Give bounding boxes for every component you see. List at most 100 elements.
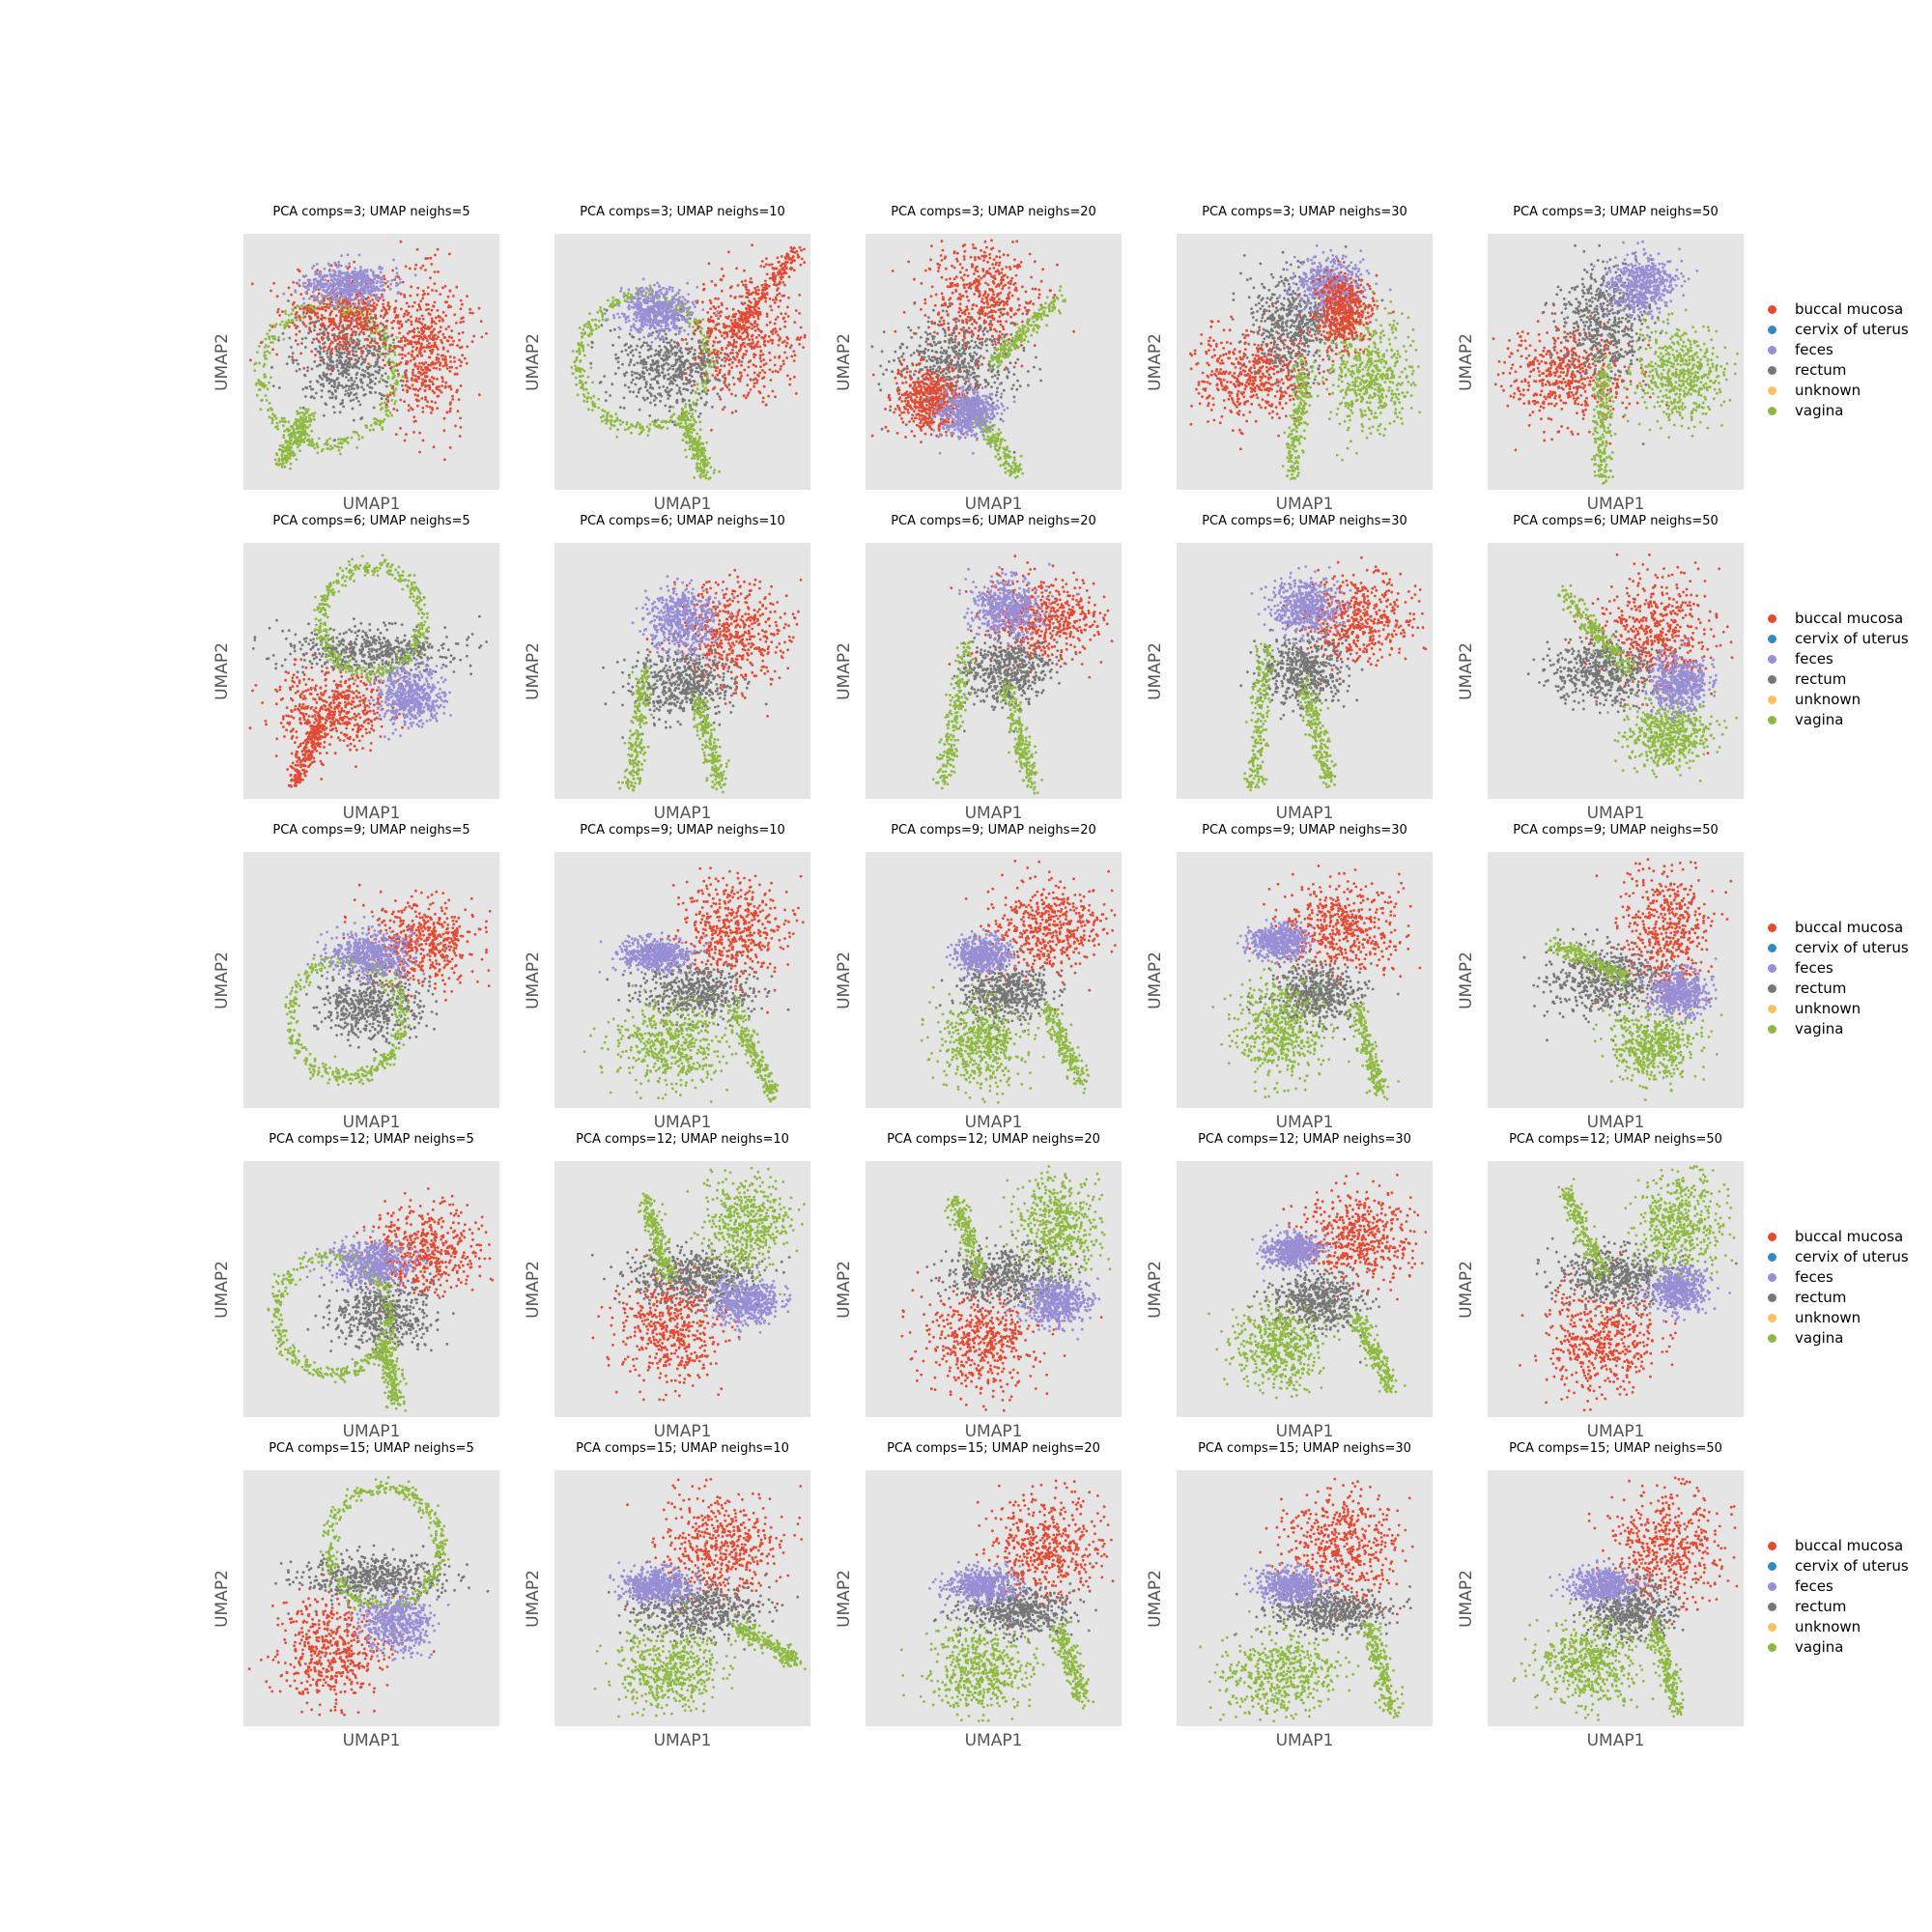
data-point <box>362 393 366 397</box>
data-point <box>355 361 358 365</box>
data-point <box>718 379 722 383</box>
data-point <box>655 301 659 305</box>
data-point <box>710 280 714 283</box>
data-point <box>377 371 381 375</box>
data-point <box>649 355 653 358</box>
data-point <box>278 314 281 317</box>
data-point <box>648 414 652 417</box>
data-point <box>329 284 333 287</box>
data-point <box>398 345 402 349</box>
data-point <box>287 299 290 302</box>
data-point <box>270 365 273 369</box>
data-point <box>657 319 661 323</box>
data-point <box>259 341 263 345</box>
data-point <box>651 360 655 364</box>
data-point <box>710 352 713 355</box>
data-point <box>650 378 653 382</box>
data-point <box>591 381 594 384</box>
data-point <box>582 344 585 348</box>
data-point <box>254 361 258 365</box>
data-point <box>649 332 653 336</box>
data-point <box>640 375 644 379</box>
data-point <box>683 448 687 452</box>
data-point <box>627 306 630 309</box>
data-point <box>338 340 342 344</box>
data-point <box>756 317 760 321</box>
data-point <box>741 355 745 358</box>
data-point <box>662 384 666 388</box>
data-point <box>343 440 346 442</box>
data-point <box>388 391 392 394</box>
data-point <box>670 353 674 355</box>
data-point <box>373 383 377 385</box>
data-point <box>679 347 683 350</box>
data-point <box>680 363 684 366</box>
data-point <box>395 281 399 285</box>
data-point <box>277 459 281 463</box>
data-point <box>372 354 375 357</box>
data-point <box>765 324 769 327</box>
data-point <box>448 252 451 256</box>
data-point <box>714 336 718 339</box>
data-point <box>361 357 365 361</box>
data-point <box>372 280 376 284</box>
data-point <box>430 308 434 312</box>
data-point <box>336 386 339 390</box>
data-point <box>736 284 740 287</box>
data-point <box>689 425 693 429</box>
data-point <box>320 336 324 340</box>
data-point <box>690 375 694 378</box>
data-point <box>577 343 581 347</box>
data-point <box>347 272 351 276</box>
data-point <box>591 318 594 322</box>
data-point <box>324 305 327 309</box>
data-point <box>299 438 302 441</box>
data-point <box>370 337 374 341</box>
data-point <box>295 327 298 329</box>
series-buccal-mucosa <box>725 245 807 347</box>
data-point <box>362 345 366 348</box>
data-point <box>423 350 427 353</box>
data-point <box>769 358 772 362</box>
data-point <box>359 362 363 366</box>
data-point <box>629 328 633 332</box>
data-point <box>669 303 673 306</box>
data-point <box>426 384 430 387</box>
data-point <box>694 438 696 441</box>
data-point <box>392 394 396 397</box>
data-point <box>305 312 308 315</box>
data-point <box>740 363 743 367</box>
data-point <box>609 328 612 332</box>
data-point <box>260 384 264 387</box>
data-point <box>634 425 638 429</box>
data-point <box>319 327 322 331</box>
data-point <box>328 437 331 440</box>
data-point <box>429 276 432 280</box>
data-point <box>333 439 336 441</box>
data-point <box>316 350 320 354</box>
data-point <box>692 454 696 458</box>
data-point <box>355 350 357 354</box>
data-point <box>703 458 707 462</box>
data-point <box>379 284 383 288</box>
data-point <box>348 281 352 285</box>
data-point <box>616 312 619 316</box>
data-point <box>291 452 294 456</box>
data-point <box>694 420 697 424</box>
data-point <box>454 424 457 428</box>
data-point <box>696 339 700 343</box>
data-point <box>683 298 687 301</box>
data-point <box>450 336 454 339</box>
data-point <box>653 362 657 365</box>
data-point <box>651 420 655 423</box>
data-point <box>310 412 314 415</box>
data-point <box>642 341 646 344</box>
data-point <box>573 360 577 363</box>
data-point <box>256 351 259 354</box>
data-point <box>263 351 267 355</box>
data-point <box>701 300 704 304</box>
data-point <box>445 300 448 303</box>
data-point <box>293 436 297 440</box>
data-point <box>601 318 605 322</box>
data-point <box>363 338 367 341</box>
